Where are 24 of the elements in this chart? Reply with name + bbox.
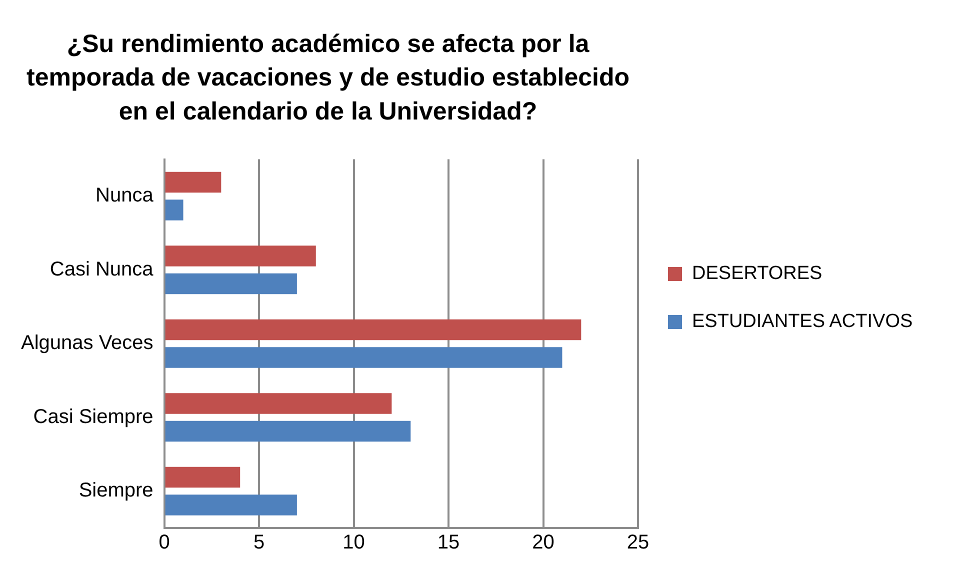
x-tick-label: 10 [342,532,365,554]
bar [165,466,240,488]
legend-label: ESTUDIANTES ACTIVOS [692,311,913,333]
x-tick-label: 15 [437,532,460,554]
bar [165,347,562,368]
bar [165,273,297,294]
y-tick-label: Casi Nunca [50,258,154,280]
y-tick-label: Algunas Veces [20,332,154,354]
bar [165,200,184,220]
bar [165,393,392,414]
legend-label: DESERTORES [692,263,822,285]
bar [165,246,316,266]
x-tick-label: 0 [158,532,170,554]
bar [165,420,411,442]
bar [165,494,297,516]
chart-title: ¿Su rendimiento académico se afecta por la temporada de vacaciones y de estudio establecido en el calendario de la Universidad? [26,30,630,126]
y-tick-label: Siempre [78,480,154,502]
x-tick-label: 20 [532,532,554,554]
bar [165,172,222,193]
x-tick-label: 25 [626,532,650,554]
y-tick-label: Nunca [96,184,154,207]
bar [165,319,582,340]
y-tick-label: Casi Siempre [33,406,154,428]
x-tick-label: 5 [253,532,265,554]
